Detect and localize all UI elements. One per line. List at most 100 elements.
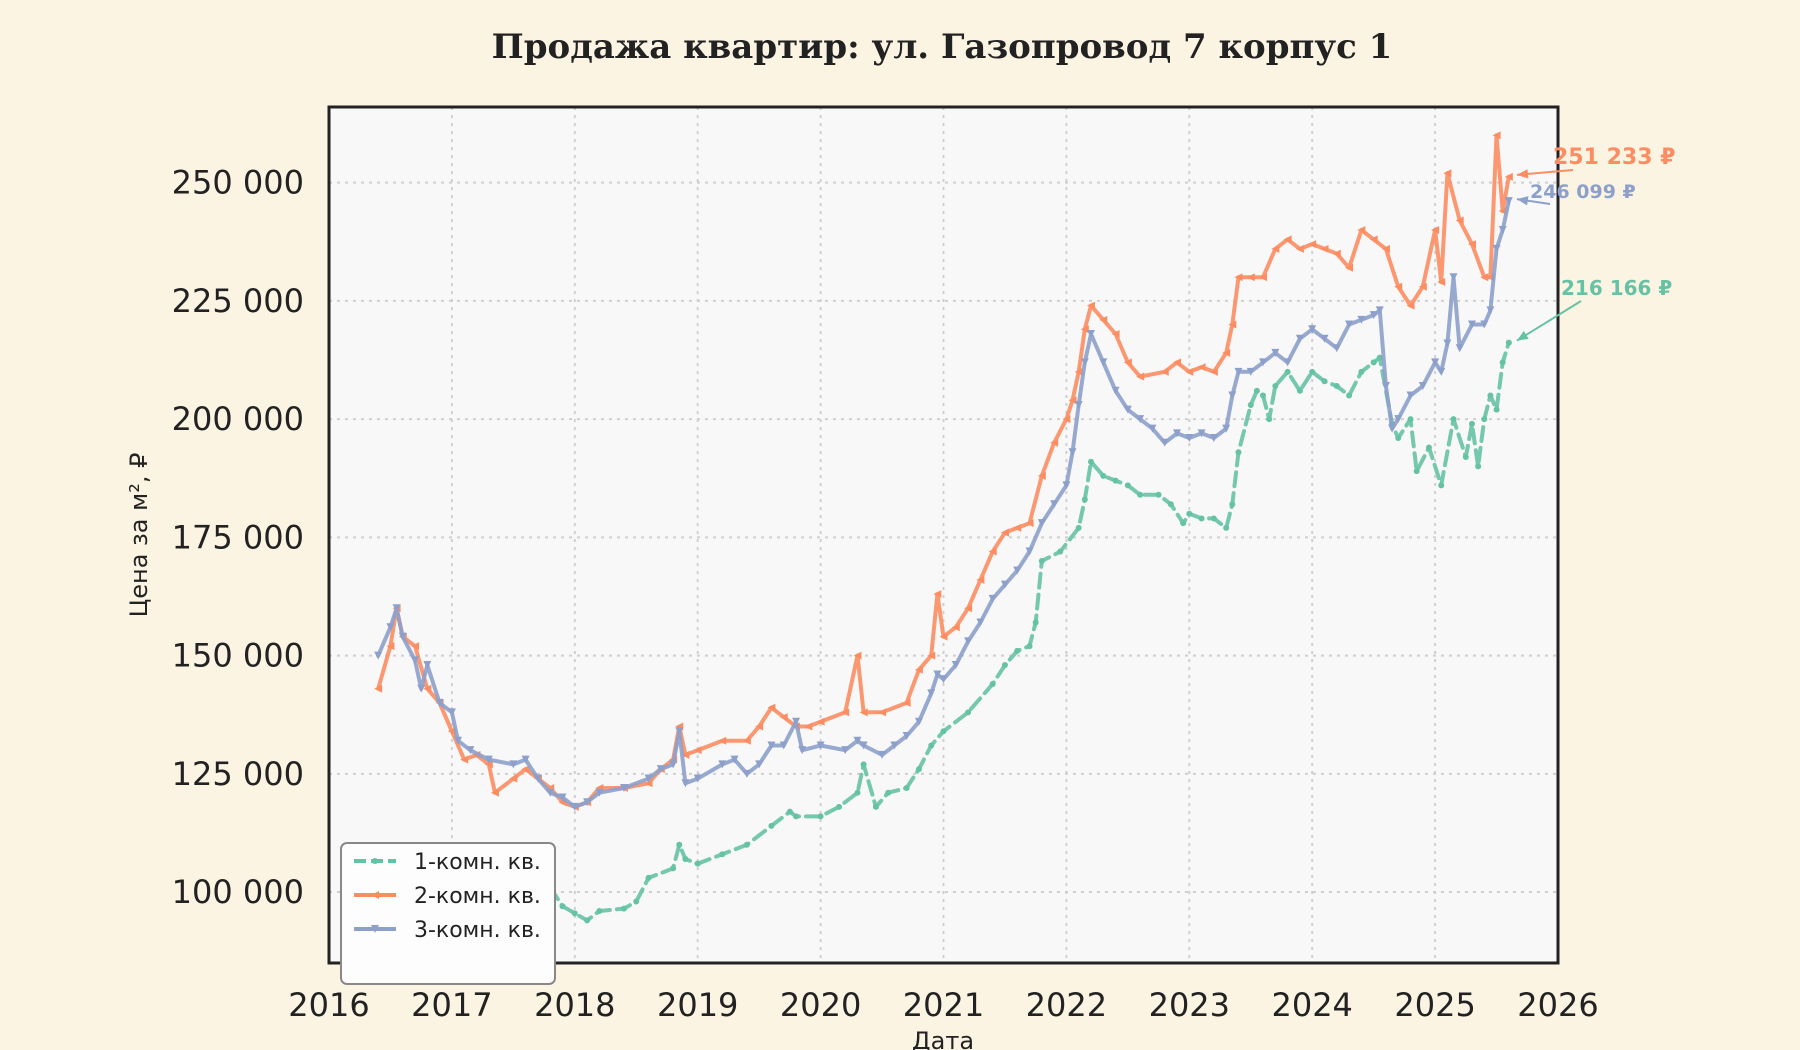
series-layer <box>374 131 1513 924</box>
series-1-point <box>633 898 640 905</box>
series-2-point <box>1406 301 1415 310</box>
series-3-point <box>484 755 493 764</box>
legend: 1-комн. кв. 2-комн. кв. 3-комн. кв. <box>340 842 556 985</box>
series-2-point <box>1345 263 1354 272</box>
series-1-point <box>1450 416 1457 423</box>
series-1-point <box>1493 406 1500 413</box>
series-3-point <box>374 651 383 660</box>
series-2-point <box>1381 244 1390 253</box>
series-3-point <box>1369 311 1378 320</box>
end-value-label: 216 166 ₽ <box>1561 276 1672 300</box>
series-3-point <box>1486 306 1495 315</box>
series-1-point <box>854 789 861 796</box>
series-3-point <box>816 741 825 750</box>
series-3-point <box>792 717 801 726</box>
series-1-point <box>1210 515 1217 522</box>
series-2-point <box>374 684 383 693</box>
series-1-point <box>965 709 972 716</box>
series-1-point <box>1026 643 1033 650</box>
legend-label: 2-комн. кв. <box>414 884 541 909</box>
x-tick-label: 2021 <box>903 986 984 1024</box>
y-axis-ticks: 100 000 125 000 150 000 175 000 200 000 225 0… <box>172 164 304 911</box>
series-2-point <box>1283 235 1292 244</box>
series-1-point <box>1296 387 1303 394</box>
series-1-point <box>1057 548 1064 555</box>
series-2-point <box>878 708 887 717</box>
series-3-point <box>570 802 579 811</box>
end-label-arrow <box>1516 300 1582 342</box>
end-value-label: 246 099 ₽ <box>1530 181 1636 203</box>
series-2-point <box>1437 277 1446 286</box>
series-3-point <box>1185 434 1194 443</box>
x-tick-label: 2016 <box>288 986 369 1024</box>
series-1-point <box>1272 383 1279 390</box>
series-3-point <box>1209 434 1218 443</box>
series-3-point <box>521 755 530 764</box>
series-2-point <box>767 703 776 712</box>
series-2-point <box>1209 367 1218 376</box>
series-2-point <box>1000 528 1009 537</box>
series-3-point <box>1222 424 1231 433</box>
legend-item: 1-комн. кв. <box>354 850 541 875</box>
series-3-point <box>1357 315 1366 324</box>
series-1-point <box>1333 383 1340 390</box>
series-3-point <box>1160 438 1169 447</box>
grid <box>329 107 1558 963</box>
series-3-point <box>841 746 850 755</box>
series-1-point <box>676 841 683 848</box>
series-3-point <box>779 741 788 750</box>
series-2-point <box>816 717 825 726</box>
y-tick-label: 250 000 <box>172 164 304 202</box>
series-1-point <box>596 907 603 914</box>
series-2-point <box>1086 301 1095 310</box>
series-2-point <box>644 779 653 788</box>
series-3-point <box>1467 320 1476 329</box>
series-2-point <box>1455 216 1464 225</box>
series-2-point <box>841 708 850 717</box>
series-1-point <box>1284 368 1291 375</box>
series-2-point <box>1062 415 1071 424</box>
series-1-point <box>1198 515 1205 522</box>
series-2-point <box>1320 244 1329 253</box>
series-3-point <box>1259 358 1268 367</box>
series-3-point <box>693 774 702 783</box>
series-3-point <box>1455 344 1464 353</box>
x-tick-label: 2023 <box>1149 986 1230 1024</box>
series-1 <box>547 339 1512 924</box>
series-2-point <box>779 713 788 722</box>
series-3-point <box>1332 344 1341 353</box>
series-1-point <box>989 680 996 687</box>
series-2-point <box>1228 320 1237 329</box>
series-2-point <box>902 698 911 707</box>
series-3-point <box>730 755 739 764</box>
series-2-point <box>460 755 469 764</box>
x-tick-label: 2024 <box>1271 986 1352 1024</box>
series-3-point <box>951 661 960 670</box>
series-1-point <box>1112 477 1119 484</box>
series-3-point <box>595 788 604 797</box>
series-2-point <box>1332 249 1341 258</box>
series-2-point <box>1173 358 1182 367</box>
series-3 <box>374 197 1513 811</box>
legend-marker <box>371 891 379 899</box>
series-1-point <box>1235 449 1242 456</box>
series-2-point <box>1074 367 1083 376</box>
series-1-point <box>885 789 892 796</box>
series-3-point <box>1080 358 1089 367</box>
series-3-point <box>1480 320 1489 329</box>
series-3-point <box>1271 348 1280 357</box>
series-1-point <box>1087 458 1094 465</box>
series-1-point <box>1413 468 1420 475</box>
series-3-point <box>466 746 475 755</box>
series-3-point <box>964 637 973 646</box>
series-3-point <box>1013 566 1022 575</box>
series-1-point <box>1253 387 1260 394</box>
series-1-point <box>1247 401 1254 408</box>
series-1-point <box>719 851 726 858</box>
series-3-point <box>619 784 628 793</box>
series-2-point <box>1431 225 1440 234</box>
series-3-point <box>1173 429 1182 438</box>
series-3-point <box>546 788 555 797</box>
